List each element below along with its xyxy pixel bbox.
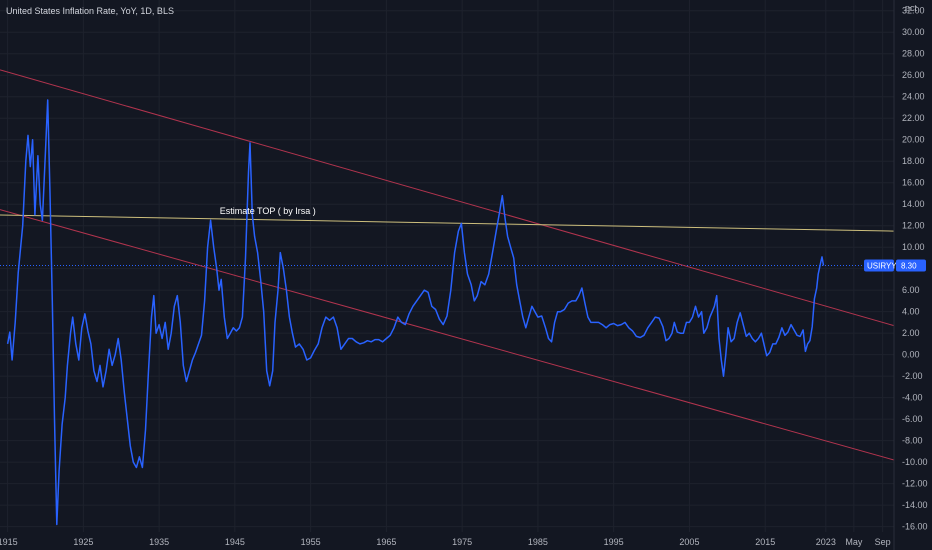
x-tick-label: 1935 — [149, 537, 169, 547]
unit-label: pct — [905, 3, 918, 13]
x-tick-label: 1975 — [452, 537, 472, 547]
y-tick-label: 20.00 — [902, 135, 925, 145]
trend-lines[interactable] — [0, 69, 895, 461]
x-tick-label: 1965 — [376, 537, 396, 547]
y-tick-label: 26.00 — [902, 70, 925, 80]
x-tick-label: 1925 — [73, 537, 93, 547]
grid — [0, 0, 894, 532]
y-tick-label: 0.00 — [902, 350, 920, 360]
x-tick-label: 2015 — [755, 537, 775, 547]
y-tick-label: 4.00 — [902, 307, 920, 317]
price-axis[interactable] — [894, 0, 932, 550]
y-tick-label: -6.00 — [902, 414, 923, 424]
x-tick-label: 2023 — [816, 537, 836, 547]
y-tick-label: -10.00 — [902, 457, 928, 467]
trend-line — [0, 214, 895, 232]
x-tick-label: 1985 — [528, 537, 548, 547]
y-tick-label: 30.00 — [902, 27, 925, 37]
x-tick-label: 1995 — [604, 537, 624, 547]
x-tick-label: Sep — [875, 537, 891, 547]
x-axis-ticks[interactable]: 1915 1925 1935 1945 1955 1965 1975 1985 1995 2005… — [0, 537, 891, 547]
badge-symbol-bg — [864, 259, 894, 272]
x-tick-label: 1955 — [301, 537, 321, 547]
y-tick-label: 18.00 — [902, 156, 925, 166]
y-tick-label: -8.00 — [902, 436, 923, 446]
y-axis-ticks: 32.00 30.00 28.00 26.00 24.00 22.00 20.00 18.00… — [902, 6, 928, 532]
y-tick-label: 14.00 — [902, 199, 925, 209]
y-tick-label: 2.00 — [902, 328, 920, 338]
annotation-estimate-top[interactable]: Estimate TOP ( by Irsa ) — [220, 206, 316, 216]
trend-line — [0, 69, 895, 327]
x-tick-label: 1945 — [225, 537, 245, 547]
y-tick-label: -12.00 — [902, 479, 928, 489]
y-tick-label: -16.00 — [902, 522, 928, 532]
badge-value-bg — [896, 259, 926, 272]
y-tick-label: 10.00 — [902, 242, 925, 252]
last-value-badge[interactable]: USIRYY 8.30 — [864, 259, 926, 272]
chart-title: United States Inflation Rate, YoY, 1D, B… — [6, 6, 174, 16]
y-tick-label: 12.00 — [902, 221, 925, 231]
y-tick-label: 24.00 — [902, 92, 925, 102]
trend-line — [0, 209, 895, 461]
inflation-line — [6, 99, 825, 526]
y-tick-label: 6.00 — [902, 285, 920, 295]
y-tick-label: 16.00 — [902, 178, 925, 188]
x-tick-label: 2005 — [679, 537, 699, 547]
y-tick-label: 32.00 — [902, 6, 925, 16]
y-tick-label: 28.00 — [902, 49, 925, 59]
y-tick-label: -14.00 — [902, 500, 928, 510]
y-tick-label: -4.00 — [902, 393, 923, 403]
y-tick-label: -2.00 — [902, 371, 923, 381]
y-tick-label: 22.00 — [902, 113, 925, 123]
badge-value: 8.30 — [901, 261, 917, 270]
badge-symbol: USIRYY — [867, 261, 897, 270]
x-tick-label: May — [845, 537, 863, 547]
x-tick-label: 1915 — [0, 537, 18, 547]
